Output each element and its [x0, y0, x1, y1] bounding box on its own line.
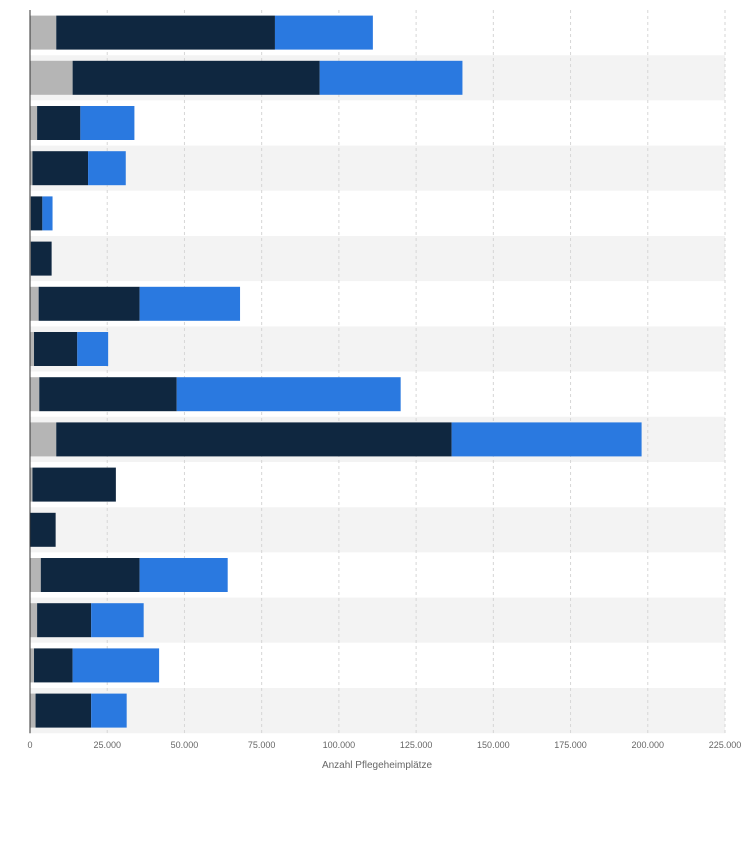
bar-segment-series-3	[42, 196, 53, 231]
bar-segment-series-1	[30, 377, 40, 412]
bar-segment-series-3	[72, 648, 160, 683]
bar-segment-series-2	[37, 106, 81, 140]
bar-segment-series-2	[32, 467, 116, 502]
x-tick-label: 200.000	[632, 740, 665, 750]
bar-segment-series-3	[274, 15, 373, 50]
bar-segment-series-3	[451, 422, 642, 457]
x-tick-label: 0	[27, 740, 32, 750]
bar-segment-series-1	[30, 693, 36, 728]
bar-segment-series-3	[80, 106, 135, 140]
row-band	[30, 190, 725, 236]
row-band	[30, 145, 725, 191]
bar-segment-series-3	[88, 151, 126, 186]
bar-segment-series-2	[30, 196, 43, 231]
x-tick-label: 225.000	[709, 740, 742, 750]
bar-segment-series-2	[72, 60, 320, 95]
row-band	[30, 326, 725, 372]
bar-segment-series-1	[30, 422, 57, 457]
bar-segment-series-3	[319, 60, 463, 95]
bar-segment-series-3	[139, 558, 228, 592]
row-band	[30, 462, 725, 508]
bar-segment-series-2	[56, 422, 452, 457]
bar-segment-series-2	[56, 15, 275, 50]
x-tick-label: 175.000	[554, 740, 587, 750]
bar-segment-series-1	[30, 558, 41, 592]
bar-segment-series-1	[30, 151, 33, 186]
bar-segment-series-2	[40, 558, 140, 592]
bar-segment-series-2	[38, 286, 140, 321]
row-band	[30, 507, 725, 553]
x-axis-label: Anzahl Pflegeheimplätze	[322, 760, 433, 771]
x-tick-label: 125.000	[400, 740, 433, 750]
bar-segment-series-1	[30, 60, 73, 95]
row-band	[30, 100, 725, 146]
bar-segment-series-3	[139, 286, 241, 321]
x-tick-label: 50.000	[171, 740, 199, 750]
bar-segment-series-3	[91, 693, 127, 728]
bar-segment-series-2	[37, 603, 92, 638]
row-band	[30, 597, 725, 643]
gridlines	[106, 10, 726, 734]
x-tick-label: 150.000	[477, 740, 510, 750]
row-band	[30, 688, 725, 734]
bar-segment-series-2	[30, 512, 56, 547]
bar-segment-series-3	[176, 377, 401, 412]
x-tick-label: 25.000	[93, 740, 121, 750]
x-tick-label: 75.000	[248, 740, 276, 750]
bar-segment-series-1	[30, 603, 38, 638]
bar-segment-series-2	[34, 332, 78, 366]
bar-segment-series-2	[34, 648, 73, 683]
bar-segment-series-1	[30, 332, 35, 366]
bar-segment-series-1	[30, 286, 39, 321]
bar-segment-series-2	[30, 241, 52, 276]
bar-segment-series-1	[30, 467, 33, 502]
x-tick-label: 100.000	[323, 740, 356, 750]
bar-segment-series-2	[39, 377, 177, 412]
bars-group	[30, 15, 642, 728]
bar-segment-series-1	[30, 106, 38, 140]
x-tick-labels: 0 25.000 50.000 75.000 100.000 125.000 150.000…	[27, 740, 741, 750]
bar-segment-series-1	[30, 15, 57, 50]
bar-segment-series-1	[30, 648, 35, 683]
bar-segment-series-2	[32, 151, 89, 186]
bar-segment-series-3	[77, 332, 109, 366]
bar-segment-series-3	[91, 603, 144, 638]
row-band	[30, 236, 725, 282]
bar-segment-series-2	[35, 693, 92, 728]
